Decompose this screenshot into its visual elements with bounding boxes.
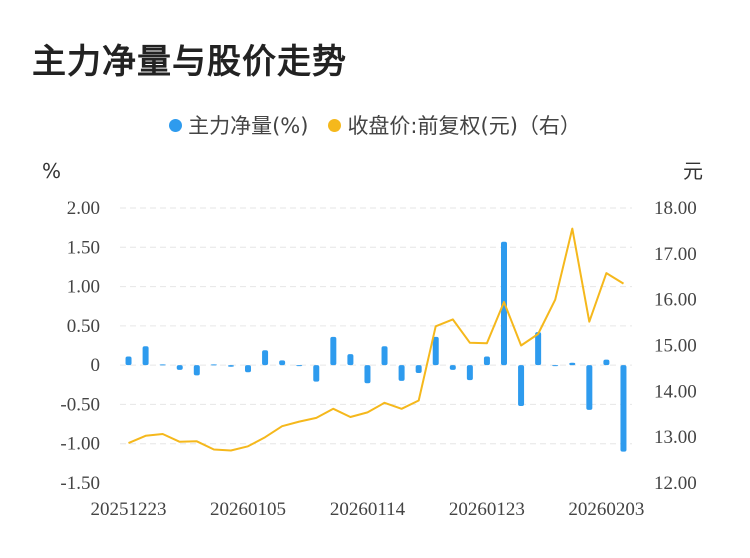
left-tick-label: 2.00 — [67, 198, 100, 219]
net-bar — [432, 336, 439, 366]
legend-label-net: 主力净量(%) — [188, 114, 309, 138]
legend-item-price[interactable]: 收盘价:前复权(元)（右） — [328, 110, 581, 140]
net-bar — [279, 360, 286, 366]
legend: 主力净量(%) 收盘价:前复权(元)（右） — [0, 110, 750, 140]
net-bar — [415, 365, 422, 373]
price-line — [128, 227, 625, 452]
net-bar — [227, 365, 234, 367]
right-tick-label: 17.00 — [654, 244, 697, 265]
chart-title: 主力净量与股价走势 — [32, 42, 347, 82]
x-tick-label: 20260123 — [449, 499, 525, 520]
net-bar — [398, 365, 405, 381]
right-axis: 18.00 17.00 16.00 15.00 14.00 13.00 12.00 — [654, 198, 697, 494]
right-tick-label: 15.00 — [654, 336, 697, 357]
legend-dot-net-icon — [169, 118, 183, 132]
net-bar — [296, 365, 303, 367]
right-tick-label: 13.00 — [654, 427, 697, 448]
left-tick-label: -1.00 — [60, 434, 100, 455]
net-bar — [552, 365, 559, 367]
net-bar — [262, 350, 269, 366]
x-tick-label: 20260203 — [568, 499, 644, 520]
left-tick-label: -1.50 — [60, 473, 100, 494]
net-bar — [330, 336, 337, 366]
net-bar — [159, 364, 166, 366]
net-bar — [381, 346, 388, 366]
x-tick-label: 20260105 — [210, 499, 286, 520]
right-tick-label: 16.00 — [654, 290, 697, 311]
grid-lines — [120, 207, 632, 445]
net-bar — [176, 365, 183, 370]
net-bar — [313, 365, 320, 382]
net-bar — [535, 332, 542, 366]
legend-item-net[interactable]: 主力净量(%) — [169, 110, 308, 140]
net-bar — [142, 346, 149, 366]
left-axis: 2.00 1.50 1.00 0.50 0 -0.50 -1.00 -1.50 — [60, 198, 100, 494]
net-bar — [245, 365, 251, 373]
net-bar — [449, 365, 456, 370]
net-bar — [586, 365, 593, 410]
net-bar — [210, 364, 217, 366]
net-bar — [620, 365, 627, 452]
right-tick-label: 14.00 — [654, 381, 697, 402]
net-bar — [603, 359, 610, 366]
right-tick-label: 18.00 — [654, 198, 697, 219]
net-bar — [466, 365, 473, 381]
net-bars — [125, 241, 627, 452]
left-tick-label: 1.00 — [67, 277, 100, 298]
net-bar — [364, 365, 371, 384]
x-tick-label: 20260114 — [330, 499, 406, 520]
net-bar — [518, 365, 525, 406]
left-tick-label: 1.50 — [67, 237, 100, 258]
left-unit-label: % — [42, 159, 61, 183]
net-bar — [483, 356, 490, 366]
left-tick-label: 0 — [91, 355, 101, 376]
price-series-line — [128, 227, 625, 452]
left-tick-label: -0.50 — [60, 394, 100, 415]
x-axis: 20251223 20260105 20260114 20260123 20260203 — [91, 499, 645, 520]
net-bar — [569, 362, 576, 366]
net-bar — [347, 354, 354, 366]
x-tick-label: 20251223 — [91, 499, 167, 520]
right-unit-label: 元 — [683, 159, 703, 183]
net-bar — [125, 356, 132, 366]
right-tick-label: 12.00 — [654, 473, 697, 494]
left-tick-label: 0.50 — [67, 316, 100, 337]
net-bar — [193, 365, 200, 376]
legend-dot-price-icon — [328, 118, 342, 132]
legend-label-price: 收盘价:前复权(元)（右） — [347, 114, 581, 138]
